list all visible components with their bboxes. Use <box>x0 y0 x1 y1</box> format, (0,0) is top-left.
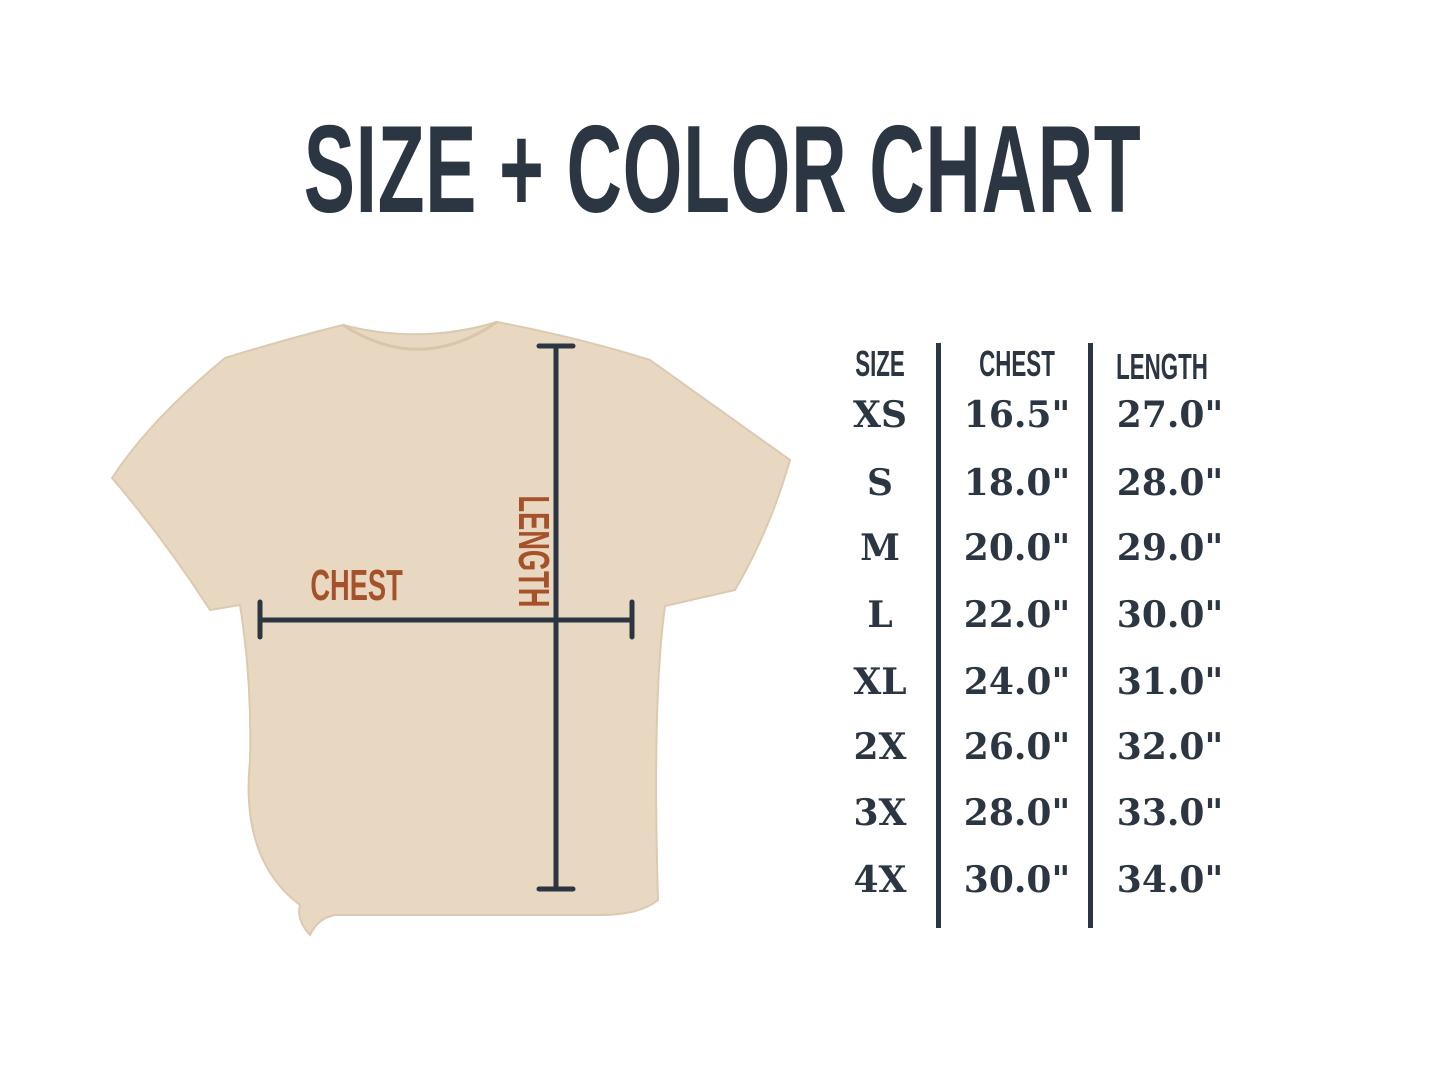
column-divider <box>1088 343 1093 928</box>
chest-label: CHEST <box>282 564 432 608</box>
cell-chest: 16.5" <box>963 394 1071 436</box>
cell-size: 3X <box>853 792 907 834</box>
cell-length: 30.0" <box>1116 594 1224 636</box>
title-text: SIZE + COLOR CHART <box>303 101 1142 239</box>
header-length: LENGTH <box>1082 346 1242 388</box>
header-chest-text: CHEST <box>979 343 1055 384</box>
header-size-text: SIZE <box>855 343 905 384</box>
cell-size: 4X <box>853 859 907 901</box>
header-size: SIZE <box>800 343 960 385</box>
cell-size: L <box>867 594 893 636</box>
cell-size: M <box>860 527 900 569</box>
cell-chest: 26.0" <box>963 726 1071 768</box>
cell-chest: 30.0" <box>963 859 1071 901</box>
tshirt-illustration <box>110 320 792 937</box>
cell-chest: 28.0" <box>963 792 1071 834</box>
cell-length: 33.0" <box>1116 792 1224 834</box>
page-title: SIZE + COLOR CHART <box>0 100 1445 240</box>
tshirt-body <box>110 320 792 937</box>
length-measure-line <box>536 343 576 892</box>
chest-label-text: CHEST <box>310 561 404 610</box>
cell-chest: 24.0" <box>963 661 1071 703</box>
cell-length: 27.0" <box>1116 394 1224 436</box>
cell-size: S <box>867 462 893 504</box>
cell-length: 32.0" <box>1116 726 1224 768</box>
cell-length: 31.0" <box>1116 661 1224 703</box>
cell-chest: 18.0" <box>963 462 1071 504</box>
cell-size: XS <box>853 394 907 436</box>
chest-measure-line <box>257 599 635 640</box>
cell-length: 29.0" <box>1116 527 1224 569</box>
tshirt-collar <box>342 320 498 351</box>
column-divider <box>936 343 941 928</box>
length-label-text: LENGTH <box>509 495 558 608</box>
cell-chest: 20.0" <box>963 527 1071 569</box>
cell-length: 34.0" <box>1116 859 1224 901</box>
header-length-text: LENGTH <box>1116 346 1208 387</box>
length-label: LENGTH <box>509 461 558 607</box>
cell-chest: 22.0" <box>963 594 1071 636</box>
cell-size: 2X <box>853 726 907 768</box>
cell-length: 28.0" <box>1116 462 1224 504</box>
cell-size: XL <box>853 661 907 703</box>
header-chest: CHEST <box>937 343 1097 385</box>
